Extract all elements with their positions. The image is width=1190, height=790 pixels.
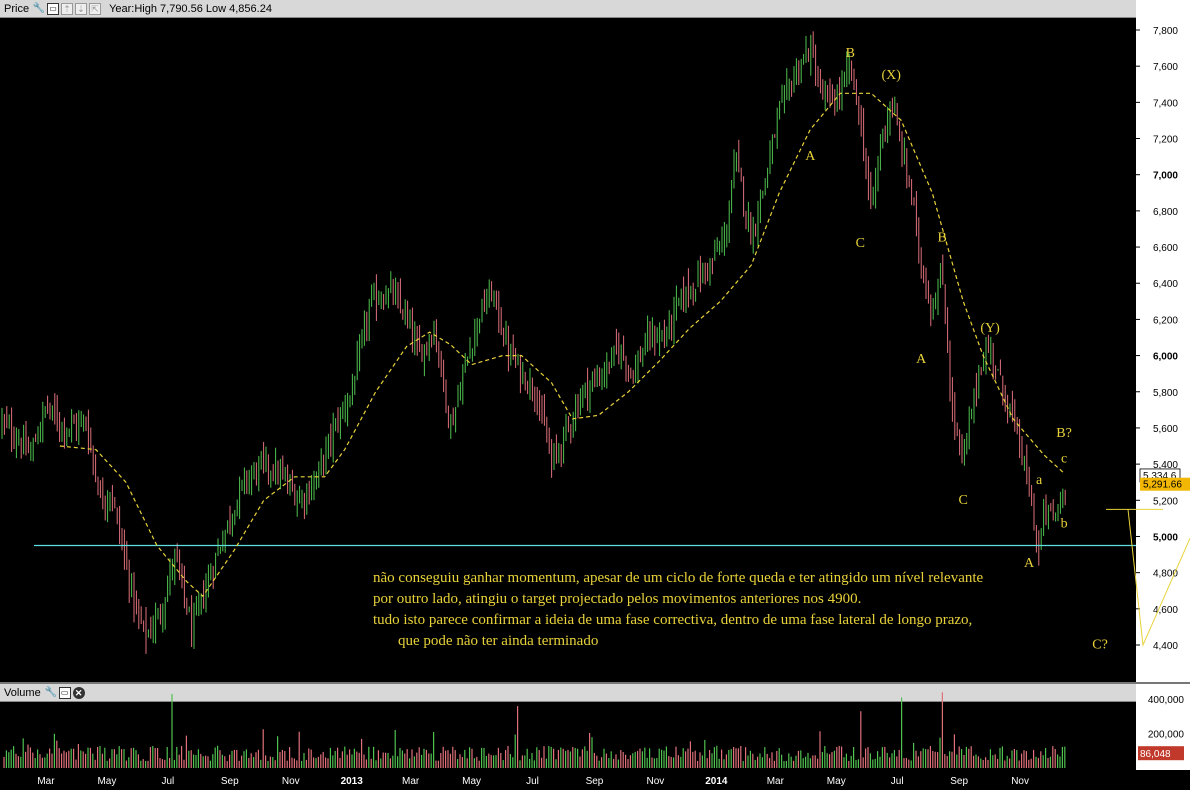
move-down-icon[interactable]: ⇣ (75, 2, 88, 15)
time-axis-label: Mar (402, 776, 420, 787)
time-axis-label: Nov (647, 776, 665, 787)
annotation-note-2: por outro lado, atingiu o target project… (373, 591, 862, 607)
move-up-icon[interactable]: ⇡ (61, 2, 74, 15)
annotation-note-4: que pode não ter ainda terminado (398, 633, 599, 649)
wave-label: A (916, 352, 927, 367)
time-axis-label: Jul (526, 776, 539, 787)
time-axis-label: Sep (950, 776, 968, 787)
price-tick-label: 4,600 (1153, 605, 1178, 616)
volume-last-label: 86,048 (1140, 749, 1171, 760)
wave-label: C (856, 236, 865, 251)
last-price-label: 5,334.6 (1143, 471, 1177, 482)
time-axis-label: May (97, 776, 116, 787)
price-tick-label: 7,400 (1153, 98, 1178, 109)
wave-label: b (1061, 516, 1068, 531)
volume-tick-label: 200,000 (1148, 730, 1185, 741)
price-tick-label: 5,800 (1153, 388, 1178, 399)
wave-label: c (1061, 451, 1067, 466)
price-tick-label: 5,000 (1153, 532, 1178, 543)
price-axis-bg (1136, 0, 1190, 682)
time-axis-label: Mar (767, 776, 785, 787)
time-axis-label: Sep (586, 776, 604, 787)
ma-badge (1140, 477, 1190, 491)
time-axis-label: Sep (221, 776, 239, 787)
volume-panel-header: Volume 🔧 ▭ ✕ (0, 684, 1136, 702)
price-panel-label: Price (4, 2, 30, 15)
price-tick-label: 7,600 (1153, 62, 1178, 73)
time-axis-label: Jul (891, 776, 904, 787)
time-axis-label: Nov (1011, 776, 1029, 787)
price-range-info: Year:High 7,790.56 Low 4,856.24 (109, 2, 272, 15)
wave-label: C? (1092, 638, 1108, 653)
time-axis-bg (0, 770, 1190, 790)
time-axis-label: 2013 (341, 776, 364, 787)
wave-label: (X) (881, 68, 901, 83)
moving-average-line (59, 92, 1065, 598)
time-axis-label: 2014 (705, 776, 728, 787)
price-tick-label: 7,000 (1153, 171, 1178, 182)
price-tick-label: 6,800 (1153, 207, 1178, 218)
maximize-icon[interactable]: ▭ (47, 2, 60, 15)
maximize-icon[interactable]: ▭ (58, 686, 71, 699)
wrench-icon[interactable]: 🔧 (32, 2, 46, 14)
price-tick-label: 5,400 (1153, 460, 1178, 471)
time-axis-label: Nov (282, 776, 300, 787)
time-axis-label: May (462, 776, 481, 787)
close-icon[interactable]: ✕ (72, 686, 85, 699)
panel-divider (0, 682, 1190, 684)
wave-label: A (1024, 556, 1035, 571)
price-tick-label: 6,000 (1153, 352, 1178, 363)
wave-label: C (958, 493, 967, 508)
wave-label: B (846, 46, 855, 61)
wave-label: (Y) (980, 321, 1000, 336)
collapse-icon[interactable]: ⇱ (89, 2, 102, 15)
annotation-note-1: não conseguiu ganhar momentum, apesar de… (373, 570, 984, 586)
time-axis-label: Jul (161, 776, 174, 787)
time-axis-label: May (827, 776, 846, 787)
wave-label: B? (1056, 426, 1072, 441)
price-tick-label: 7,200 (1153, 135, 1178, 146)
wave-label: A (805, 149, 816, 164)
volume-panel-label: Volume (4, 686, 41, 699)
price-tick-label: 4,800 (1153, 569, 1178, 580)
ma-label: 5,291.66 (1143, 480, 1182, 491)
price-tick-label: 5,600 (1153, 424, 1178, 435)
price-tick-label: 4,400 (1153, 641, 1178, 652)
annotation-note-3: tudo isto parece confirmar a ideia de um… (373, 612, 973, 628)
wrench-icon[interactable]: 🔧 (44, 686, 57, 698)
price-tick-label: 7,800 (1153, 26, 1178, 37)
price-panel-header: Price 🔧 ▭ ⇡ ⇣ ⇱ Year:High 7,790.56 Low 4… (0, 0, 1136, 18)
volume-badge (1138, 746, 1184, 761)
price-tick-label: 6,400 (1153, 279, 1178, 290)
time-axis-label: Mar (37, 776, 55, 787)
projection-path (1127, 509, 1190, 647)
wave-label: B (937, 231, 946, 246)
wave-label: a (1036, 473, 1043, 488)
price-tick-label: 6,600 (1153, 243, 1178, 254)
volume-tick-label: 400,000 (1148, 695, 1185, 706)
price-tick-label: 6,200 (1153, 315, 1178, 326)
price-tick-label: 5,200 (1153, 496, 1178, 507)
